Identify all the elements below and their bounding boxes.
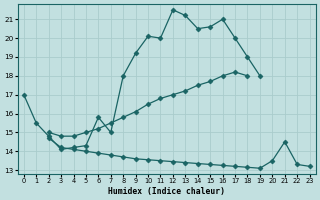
X-axis label: Humidex (Indice chaleur): Humidex (Indice chaleur)	[108, 187, 225, 196]
